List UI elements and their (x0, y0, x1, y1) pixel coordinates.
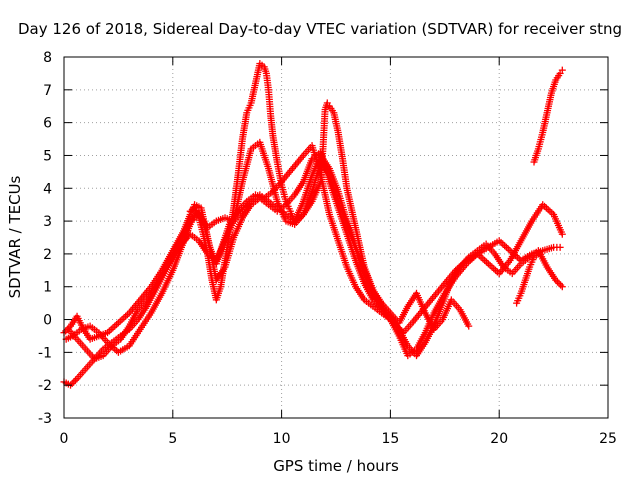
y-tick-label: 4 (43, 181, 52, 197)
x-tick-label: 25 (599, 431, 617, 447)
y-tick-label: 0 (43, 313, 52, 329)
data-points (60, 60, 566, 389)
y-tick-label: -3 (38, 411, 52, 427)
plot-frame (63, 56, 609, 419)
data-point (558, 230, 566, 238)
data-point-fill (555, 279, 563, 287)
x-axis-label: GPS time / hours (273, 457, 399, 475)
y-tick-label: 2 (43, 247, 52, 263)
data-point-fill (553, 278, 561, 286)
data-point-fill (557, 281, 565, 289)
y-axis-label: SDTVAR / TECUs (6, 175, 24, 298)
y-tick-label: 7 (43, 83, 52, 99)
y-tick-label: 6 (43, 116, 52, 132)
y-tick-label: 1 (43, 280, 52, 296)
data-point (558, 66, 566, 74)
y-tick-label: 5 (43, 148, 52, 164)
y-tick-label: -2 (38, 378, 52, 394)
axis-ticks: 0 5 10 15 20 25 -3 -2 -1 0 1 2 3 4 5 6 7 8 (38, 50, 617, 447)
x-tick-label: 15 (381, 431, 399, 447)
y-tick-label: 8 (43, 50, 52, 66)
x-tick-label: 0 (60, 431, 69, 447)
y-tick-label: 3 (43, 214, 52, 230)
y-tick-label: -1 (38, 345, 52, 361)
data-point (465, 322, 473, 330)
series-track-e (186, 60, 386, 310)
data-point (534, 250, 542, 258)
data-point (556, 243, 564, 251)
x-tick-label: 10 (273, 431, 291, 447)
data-point-fill (71, 376, 79, 384)
data-point (558, 283, 566, 291)
data-point (378, 302, 386, 310)
data-point-fill (70, 378, 78, 386)
data-point (552, 276, 560, 284)
series-track-f (530, 66, 566, 166)
x-tick-label: 20 (490, 431, 508, 447)
x-tick-label: 5 (168, 431, 177, 447)
data-point-fill (68, 380, 76, 388)
chart-title: Day 126 of 2018, Sidereal Day-to-day VTE… (18, 20, 622, 38)
series-track-g (513, 250, 542, 307)
